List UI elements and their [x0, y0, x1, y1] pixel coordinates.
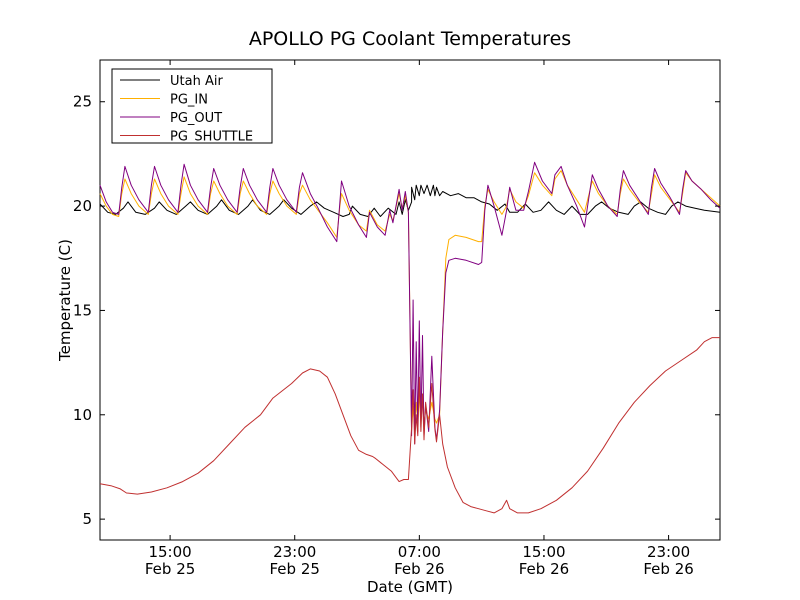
- y-tick-label: 20: [73, 197, 92, 215]
- x-tick-label-date: Feb 25: [270, 560, 320, 578]
- x-tick-label-time: 07:00: [398, 543, 441, 561]
- legend-box: [111, 68, 273, 144]
- plot-area: [99, 59, 721, 541]
- y-axis-title: Temperature (C): [56, 239, 74, 362]
- x-tick-label-date: Feb 26: [519, 560, 569, 578]
- x-tick-label-time: 23:00: [273, 543, 316, 561]
- x-axis-title: Date (GMT): [367, 578, 453, 596]
- series-line-pg-out: [99, 161, 721, 445]
- y-tick-label: 10: [73, 406, 92, 424]
- legend-label: PG_SHUTTLE: [170, 130, 253, 145]
- x-tick-label-time: 23:00: [647, 543, 690, 561]
- y-tick-label: 25: [73, 93, 92, 111]
- x-tick-label-date: Feb 26: [394, 560, 444, 578]
- chart-title: APOLLO PG Coolant Temperatures: [249, 28, 571, 50]
- legend-label: PG_IN: [170, 93, 208, 108]
- legend-label: Utah Air: [170, 74, 223, 89]
- x-tick-label-time: 15:00: [522, 543, 565, 561]
- legend-label: PG_OUT: [170, 111, 222, 126]
- x-tick-label-time: 15:00: [148, 543, 191, 561]
- series-line-pg-shuttle: [99, 337, 720, 514]
- x-tick-label-date: Feb 25: [145, 560, 195, 578]
- series-line-utah-air: [99, 184, 721, 217]
- y-tick-label: 5: [82, 510, 92, 528]
- y-tick-label: 15: [73, 301, 92, 319]
- legend: Utah Air PG_IN PG_OUT PG_SHUTTLE: [111, 68, 273, 145]
- x-tick-label-date: Feb 26: [643, 560, 693, 578]
